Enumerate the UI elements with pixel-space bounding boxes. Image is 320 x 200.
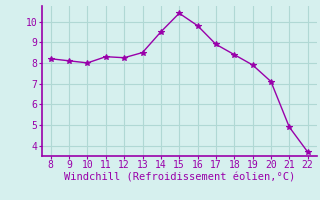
X-axis label: Windchill (Refroidissement éolien,°C): Windchill (Refroidissement éolien,°C) bbox=[64, 173, 295, 183]
